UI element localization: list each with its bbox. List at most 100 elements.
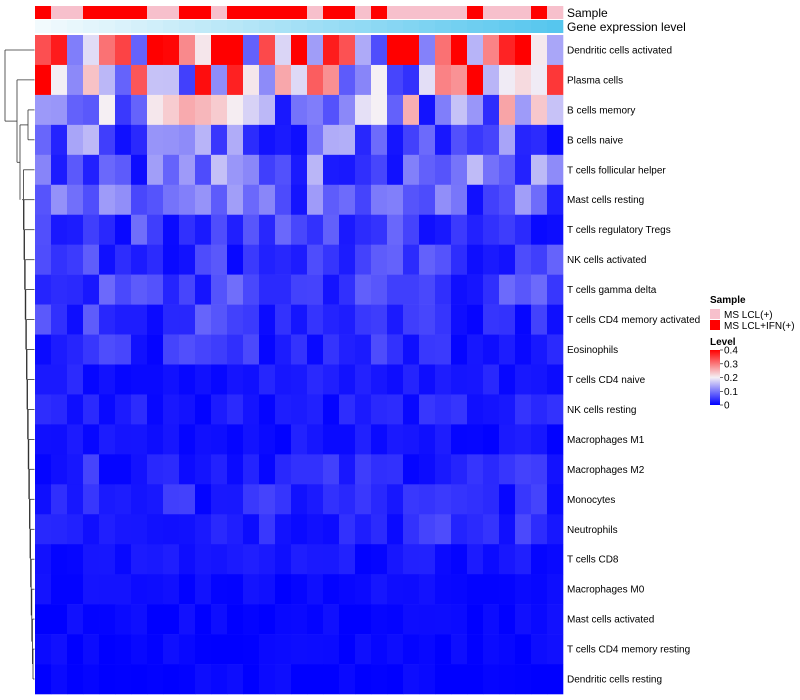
heatmap-cell — [419, 634, 436, 665]
heatmap-cell — [227, 334, 244, 365]
heatmap-cell — [387, 304, 404, 335]
heatmap-cell — [307, 454, 324, 485]
heatmap-cell — [339, 364, 356, 395]
heatmap-cell — [419, 154, 436, 186]
heatmap-cell — [451, 574, 468, 605]
heatmap-cell — [419, 394, 436, 425]
heatmap-cell — [275, 574, 292, 605]
heatmap-cell — [371, 124, 388, 156]
heatmap-cell — [99, 424, 116, 455]
heatmap-cell — [483, 184, 500, 216]
heatmap-cell — [339, 454, 356, 485]
heatmap-cell — [259, 664, 276, 695]
legend-label-ms-lcl-ifn: MS LCL+IFN(+) — [724, 321, 795, 332]
heatmap-cell — [499, 334, 516, 365]
heatmap-cell — [259, 124, 276, 156]
level-tick-label: 0.4 — [724, 346, 738, 357]
heatmap-cell — [163, 124, 180, 156]
heatmap-cell — [67, 604, 84, 635]
heatmap-cell — [179, 184, 196, 216]
heatmap-cell — [67, 514, 84, 545]
heatmap-cell — [467, 454, 484, 485]
heatmap-cell — [499, 514, 516, 545]
expression-cell — [387, 20, 404, 33]
heatmap-cell — [387, 124, 404, 156]
heatmap-cell — [371, 244, 388, 275]
sample-annotation-track — [35, 6, 564, 19]
heatmap-cell — [51, 664, 68, 695]
heatmap-cell — [323, 514, 340, 545]
heatmap-cell — [195, 334, 212, 365]
heatmap-cell — [259, 454, 276, 485]
heatmap-cell — [483, 274, 500, 305]
heatmap-cell — [531, 124, 548, 156]
heatmap-cell — [339, 184, 356, 216]
heatmap-cell — [307, 484, 324, 515]
heatmap-cell — [307, 94, 324, 126]
heatmap-cell — [483, 64, 500, 96]
heatmap-cell — [115, 664, 132, 695]
heatmap-cell — [531, 94, 548, 126]
heatmap-cell — [115, 364, 132, 395]
heatmap-cell — [355, 154, 372, 186]
heatmap-cell — [355, 244, 372, 275]
row-label: Dendritic cells activated — [567, 46, 672, 57]
heatmap-cell — [195, 364, 212, 395]
heatmap-cell — [403, 574, 420, 605]
heatmap-cell — [259, 544, 276, 575]
heatmap-cell — [435, 35, 452, 66]
heatmap-cell — [451, 634, 468, 665]
heatmap-cell — [483, 514, 500, 545]
heatmap-cell — [339, 664, 356, 695]
heatmap-cell — [147, 604, 164, 635]
heatmap-cell — [67, 244, 84, 275]
heatmap-cell — [355, 664, 372, 695]
heatmap-cell — [35, 544, 52, 575]
heatmap-cell — [147, 274, 164, 305]
heatmap-cell — [35, 604, 52, 635]
heatmap-cell — [291, 574, 308, 605]
heatmap-cell — [131, 64, 148, 96]
heatmap-cell — [387, 634, 404, 665]
heatmap-cell — [243, 664, 260, 695]
heatmap-cell — [371, 424, 388, 455]
heatmap-cell — [51, 35, 68, 66]
heatmap-cell — [179, 424, 196, 455]
heatmap-cell — [547, 244, 564, 275]
heatmap-cell — [147, 424, 164, 455]
sample-cell — [211, 6, 228, 19]
heatmap-cell — [83, 424, 100, 455]
heatmap-cell — [515, 64, 532, 96]
heatmap-cell — [323, 64, 340, 96]
heatmap-cell — [275, 334, 292, 365]
row-label: B cells memory — [567, 105, 635, 116]
heatmap-cell — [339, 514, 356, 545]
heatmap-cell — [387, 244, 404, 275]
heatmap-cell — [451, 484, 468, 515]
heatmap-cell — [51, 184, 68, 216]
heatmap-cell — [83, 394, 100, 425]
heatmap-cell — [451, 364, 468, 395]
heatmap-cell — [179, 244, 196, 275]
heatmap-cell — [131, 664, 148, 695]
heatmap-cell — [403, 544, 420, 575]
heatmap-cell — [99, 664, 116, 695]
expression-cell — [227, 20, 244, 33]
heatmap-cell — [339, 304, 356, 335]
heatmap-cell — [483, 634, 500, 665]
heatmap-cell — [435, 424, 452, 455]
heatmap-cell — [195, 544, 212, 575]
heatmap-cell — [51, 214, 68, 245]
heatmap-cell — [243, 35, 260, 66]
heatmap-cell — [83, 154, 100, 186]
heatmap-cell — [403, 484, 420, 515]
heatmap-cell — [403, 94, 420, 126]
heatmap-cell — [163, 35, 180, 66]
sample-cell — [403, 6, 420, 19]
heatmap-cell — [51, 514, 68, 545]
heatmap-cell — [515, 124, 532, 156]
heatmap-cell — [435, 244, 452, 275]
heatmap-cell — [163, 574, 180, 605]
heatmap-cell — [419, 184, 436, 216]
heatmap-cell — [227, 394, 244, 425]
